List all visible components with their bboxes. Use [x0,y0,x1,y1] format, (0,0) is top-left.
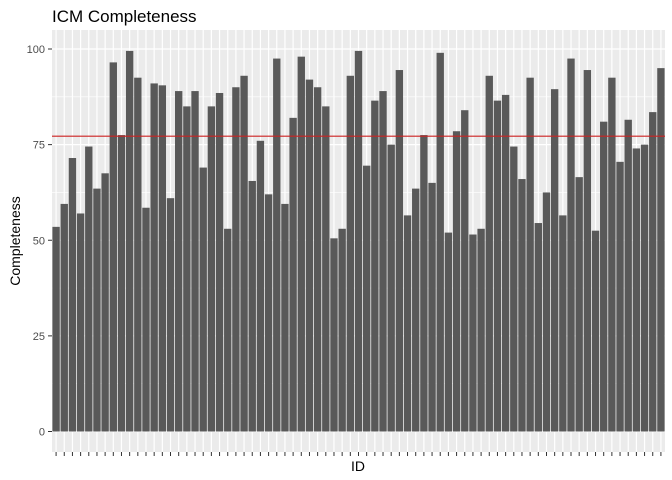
bar [125,50,134,432]
bar [240,75,248,432]
bar [85,146,93,432]
y-axis-title: Completeness [7,196,23,286]
bar [109,62,117,432]
bar [436,52,444,432]
bar [150,83,158,432]
y-tick-label: 50 [33,235,45,247]
bars [52,50,665,432]
bar [632,148,641,432]
bar [616,161,624,432]
bar [60,203,68,432]
chart-title: ICM Completeness [52,7,197,26]
bar [657,68,665,432]
bar [493,100,502,432]
y-tick-label: 0 [39,427,45,439]
bar [444,232,453,432]
bar [395,70,404,432]
bar [313,87,322,432]
bar [76,213,85,432]
bar [469,234,477,432]
bar [567,58,575,432]
bar [510,146,518,432]
bar [550,89,559,432]
bar [166,198,175,432]
bar [542,192,551,432]
bar [273,58,281,432]
bar [461,110,469,432]
bar [52,226,60,432]
bar [501,94,510,432]
bar [403,215,412,432]
y-tick-label: 25 [33,331,45,343]
bar [93,188,101,432]
bar [346,75,355,432]
bar [518,179,526,432]
bar [248,180,256,432]
bar [387,144,395,432]
bar [608,77,616,432]
bar [207,106,216,432]
bar [640,144,649,432]
bar [354,50,363,432]
bar [362,165,371,432]
bar [526,77,534,432]
bar [68,158,77,432]
bar [142,207,150,432]
y-tick-label: 100 [27,44,45,56]
bar [559,215,567,432]
bar [485,75,493,432]
bar [371,100,379,432]
bar [191,91,199,432]
bar [452,131,461,432]
bar [330,238,338,432]
bar [649,112,657,432]
bar [183,106,191,432]
bar [134,77,142,432]
y-tick-label: 75 [33,140,45,152]
bar [117,135,126,432]
bar [583,70,592,432]
x-axis [55,452,662,456]
bar [289,117,297,432]
y-axis: 0 25 50 75 100 [27,44,52,439]
bar [624,119,632,432]
bar [412,188,420,432]
bar [256,140,265,432]
bar [281,203,289,432]
bar [420,135,428,432]
bar [534,223,542,432]
bar [199,167,207,432]
bar [428,182,436,432]
x-axis-title: ID [351,458,365,474]
bar [158,85,167,432]
bar [591,230,600,432]
bar [215,92,224,432]
bar [379,91,387,432]
bar [338,228,346,432]
bar [600,121,608,432]
bar [224,228,232,432]
bar [305,79,314,432]
bar [232,87,240,432]
bar [297,56,305,432]
bar [575,177,583,432]
bar [264,194,273,432]
bar [175,91,183,432]
bar [322,106,330,432]
bar [477,228,485,432]
bar [101,173,109,432]
